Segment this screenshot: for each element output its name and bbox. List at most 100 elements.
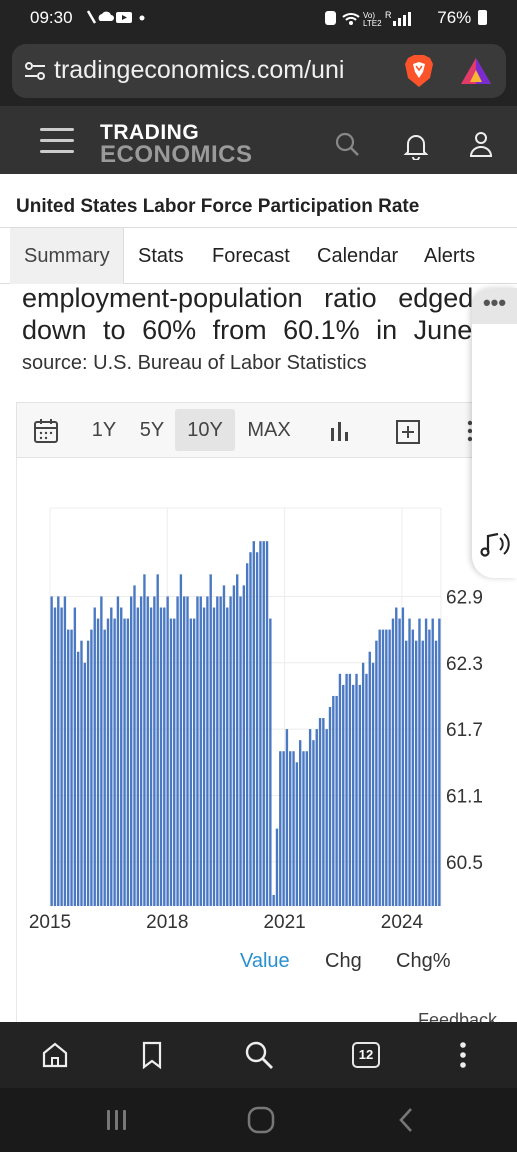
chart-bar[interactable] [332, 695, 335, 906]
chart-bar[interactable] [159, 607, 163, 907]
site-settings-icon[interactable] [24, 60, 46, 82]
chart-bar[interactable] [285, 729, 289, 906]
more-dots-icon[interactable]: ••• [472, 288, 517, 324]
chart-bar[interactable] [196, 596, 199, 906]
chart-bar[interactable] [189, 618, 193, 906]
chart-bar[interactable] [252, 541, 255, 906]
tab-stats[interactable]: Stats [138, 245, 184, 267]
chart-bar[interactable] [351, 684, 355, 906]
chart-bar[interactable] [73, 607, 77, 907]
chart-bar[interactable] [325, 729, 328, 906]
chart-bar[interactable] [259, 541, 262, 906]
chart-type-icon[interactable] [329, 420, 351, 442]
chart-bar[interactable] [212, 607, 216, 907]
home-button-icon[interactable] [247, 1106, 275, 1134]
url-text[interactable]: tradingeconomics.com/uni [54, 56, 345, 84]
tab-calendar[interactable]: Calendar [317, 245, 399, 267]
tab-summary[interactable]: Summary [10, 228, 124, 284]
chart-bar[interactable] [371, 662, 375, 906]
chart-bar[interactable] [219, 596, 222, 906]
chart-bar[interactable] [269, 618, 272, 906]
chart-bar[interactable] [378, 629, 381, 906]
chart-bar[interactable] [153, 596, 156, 906]
chart-bar[interactable] [272, 894, 275, 906]
chart-bar[interactable] [202, 607, 206, 907]
range-max-button[interactable]: MAX [247, 419, 291, 441]
chart-bar[interactable] [428, 629, 431, 906]
reader-side-panel[interactable]: ••• [472, 288, 517, 578]
listen-audio-icon[interactable] [478, 526, 512, 560]
range-10y-button[interactable]: 10Y [175, 409, 235, 451]
chart-bar[interactable] [60, 607, 63, 907]
bookmark-icon[interactable] [137, 1040, 167, 1070]
labor-force-chart[interactable]: 62.9 62.3 61.7 61.1 60.5 2015 2018 2021 2024 [16, 470, 486, 940]
chart-bar[interactable] [96, 618, 100, 906]
chart-bar[interactable] [358, 684, 362, 906]
chart-bar[interactable] [388, 629, 391, 906]
chart-bar[interactable] [305, 751, 308, 906]
chart-bar[interactable] [149, 607, 153, 907]
chart-bar[interactable] [222, 585, 226, 906]
chart-bar[interactable] [414, 640, 418, 906]
hamburger-menu-icon[interactable] [40, 128, 74, 154]
chart-bar[interactable] [236, 574, 239, 906]
chart-bar[interactable] [183, 596, 186, 906]
chart-bar[interactable] [136, 607, 140, 907]
chart-bar[interactable] [169, 618, 173, 906]
chart-bar[interactable] [242, 585, 246, 906]
chart-bar[interactable] [265, 541, 269, 906]
trading-economics-logo[interactable]: TRADING ECONOMICS [100, 122, 253, 167]
chart-bar[interactable] [90, 629, 93, 906]
brave-shields-icon[interactable] [400, 52, 438, 90]
chart-bar[interactable] [361, 662, 365, 906]
chart-bar[interactable] [93, 607, 96, 907]
chart-bar[interactable] [411, 629, 415, 906]
user-icon[interactable] [469, 131, 493, 157]
chart-bar[interactable] [156, 574, 159, 906]
chart-bar[interactable] [76, 651, 80, 906]
address-bar[interactable]: tradingeconomics.com/uni [12, 44, 506, 98]
tabs-count-icon[interactable]: 12 [352, 1042, 380, 1068]
tab-forecast[interactable]: Forecast [212, 245, 290, 267]
more-options-icon[interactable] [467, 420, 473, 442]
back-icon[interactable] [396, 1107, 416, 1133]
chart-bar[interactable] [391, 618, 395, 906]
chart-bar[interactable] [322, 718, 325, 906]
chart-bar[interactable] [239, 596, 242, 906]
chart-bar[interactable] [298, 740, 302, 906]
chart-bar[interactable] [209, 574, 212, 906]
tab-chg[interactable]: Chg [325, 950, 362, 972]
chart-bar[interactable] [431, 618, 434, 906]
chart-bar[interactable] [355, 673, 358, 906]
chart-bar[interactable] [80, 640, 83, 906]
chart-bar[interactable] [232, 585, 236, 906]
chart-bar[interactable] [57, 596, 60, 906]
chart-bar[interactable] [328, 707, 332, 906]
chart-bar[interactable] [418, 618, 421, 906]
chart-bar[interactable] [249, 552, 252, 906]
chart-bar[interactable] [133, 585, 136, 906]
chart-bar[interactable] [146, 596, 149, 906]
range-5y-button[interactable]: 5Y [139, 419, 165, 441]
chart-bar[interactable] [63, 596, 67, 906]
chart-bar[interactable] [348, 673, 352, 906]
chart-bar[interactable] [106, 618, 110, 906]
chart-bar[interactable] [338, 673, 342, 906]
chart-bar[interactable] [342, 684, 345, 906]
chart-bar[interactable] [368, 651, 371, 906]
chart-bar[interactable] [395, 607, 398, 907]
chart-bar[interactable] [67, 629, 70, 906]
chart-bar[interactable] [318, 718, 322, 906]
chart-bar[interactable] [199, 596, 202, 906]
chart-bar[interactable] [255, 552, 259, 906]
bell-icon[interactable] [403, 132, 429, 160]
chart-bar[interactable] [129, 596, 133, 906]
chart-bar[interactable] [408, 618, 411, 906]
chart-bar[interactable] [100, 596, 103, 906]
chart-bar[interactable] [275, 828, 279, 906]
chart-bar[interactable] [103, 629, 106, 906]
chart-bar[interactable] [123, 618, 126, 906]
more-menu-icon[interactable] [448, 1040, 478, 1070]
chart-bar[interactable] [126, 618, 130, 906]
chart-bar[interactable] [186, 596, 189, 906]
